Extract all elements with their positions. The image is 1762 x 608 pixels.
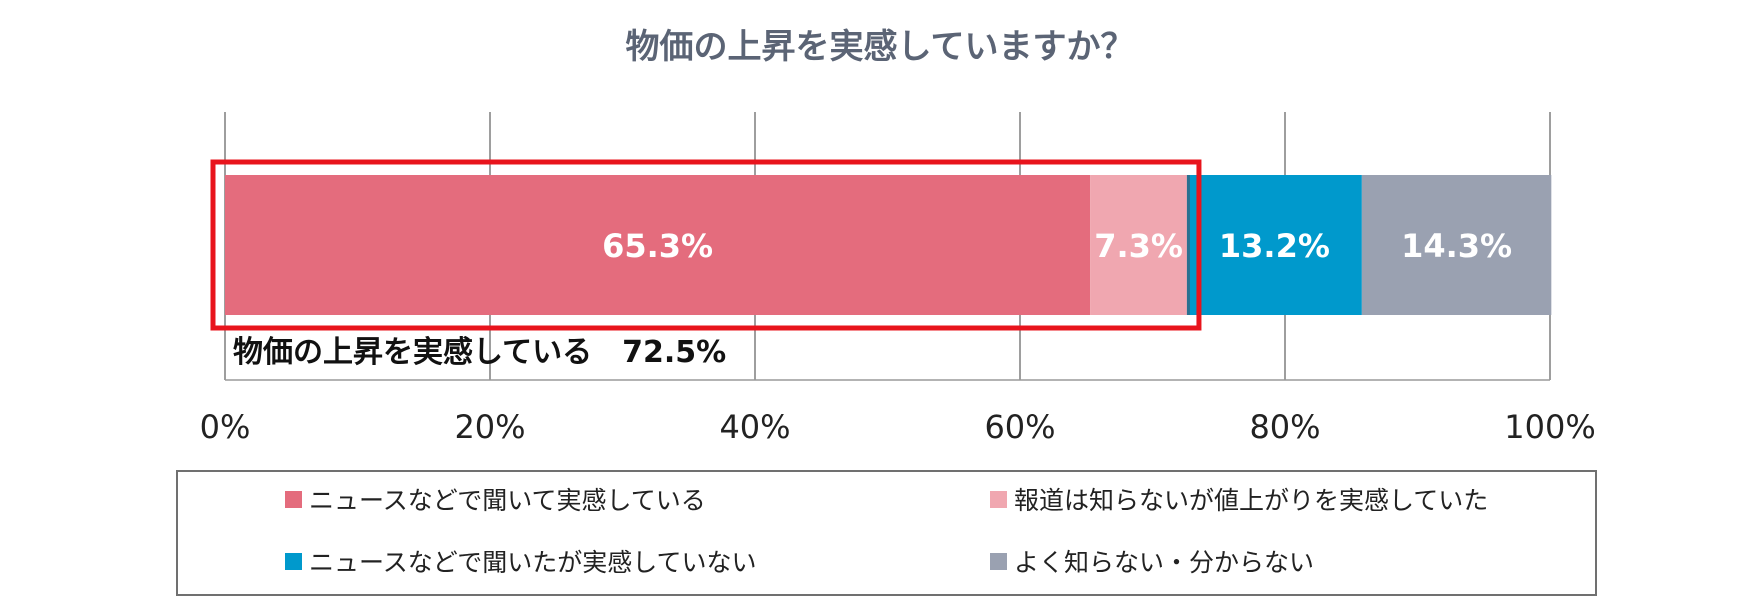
x-tick-label: 60%	[984, 408, 1055, 446]
bar-segment-2	[1090, 175, 1187, 315]
legend-swatch	[990, 491, 1007, 508]
legend-swatch	[285, 553, 302, 570]
x-tick-label: 40%	[719, 408, 790, 446]
segment-value-label: 14.3%	[1401, 227, 1512, 265]
stacked-bar	[225, 175, 1552, 315]
x-tick-label: 80%	[1249, 408, 1320, 446]
bar-segment-3	[1186, 175, 1362, 315]
x-axis-tick-labels: 0% 20% 40% 60% 80% 100%	[200, 408, 1596, 446]
chart-title: 物価の上昇を実感していますか？	[626, 27, 1135, 67]
legend-label: 報道は知らないが値上がりを実感していた	[1014, 486, 1488, 515]
x-tick-label: 20%	[454, 408, 525, 446]
x-tick-label: 0%	[200, 408, 251, 446]
bar-segment-4	[1361, 175, 1552, 315]
legend-label: ニュースなどで聞いたが実感していない	[309, 548, 757, 577]
segment-value-label: 7.3%	[1094, 227, 1183, 265]
legend-box	[176, 470, 1597, 596]
data-labels: 65.3% 7.3% 13.2% 14.3%	[602, 227, 1512, 265]
segment-value-label: 65.3%	[602, 227, 713, 265]
legend-label: よく知らない・分からない	[1014, 548, 1314, 577]
bar-segment-1	[225, 175, 1091, 315]
segment-value-label: 13.2%	[1219, 227, 1330, 265]
x-tick-label: 100%	[1504, 408, 1595, 446]
legend: ニュースなどで聞いて実感している 報道は知らないが値上がりを実感していたニュースな…	[285, 486, 1488, 577]
highlight-box	[210, 159, 1202, 331]
legend-swatch	[285, 491, 302, 508]
highlight-summary-text: 物価の上昇を実感している 72.5%	[233, 335, 726, 370]
legend-swatch	[990, 553, 1007, 570]
segment-separator	[1186, 175, 1190, 315]
legend-label: ニュースなどで聞いて実感している	[309, 486, 706, 515]
